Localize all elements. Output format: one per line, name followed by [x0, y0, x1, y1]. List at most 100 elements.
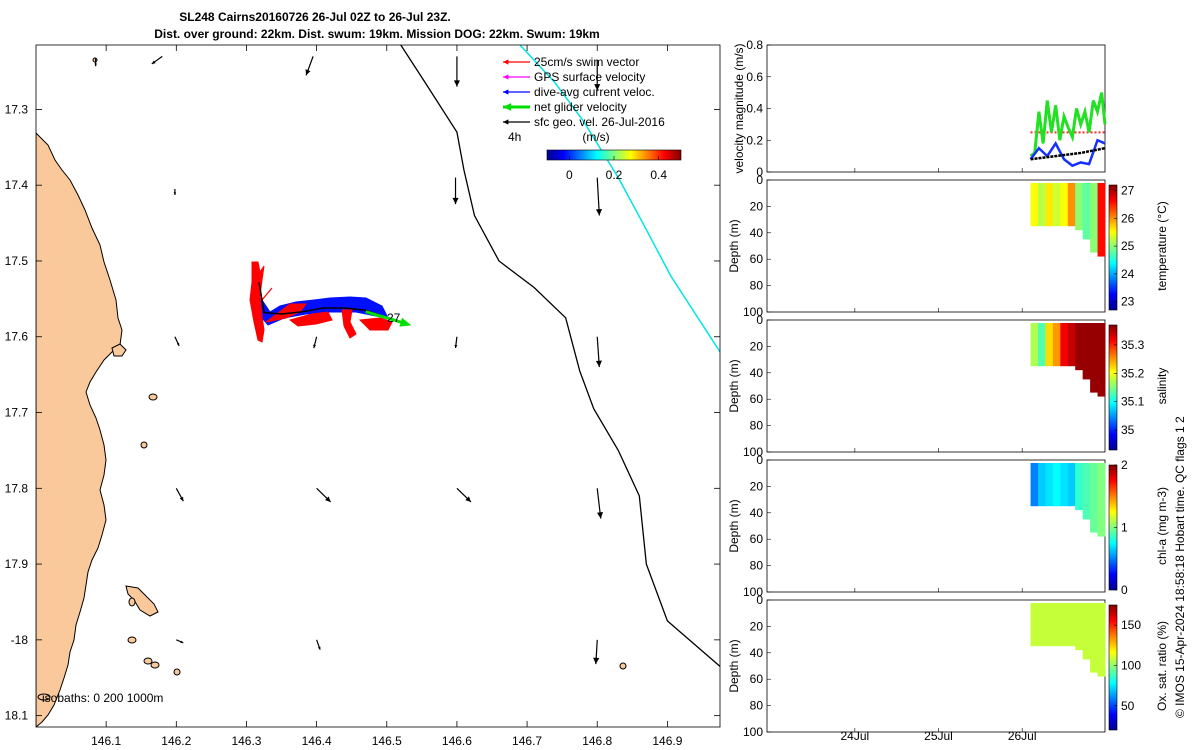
legend-arrow-3-head: [503, 103, 512, 111]
depth-panel-0-column-9: [1097, 183, 1106, 257]
legend-arrow-2-head: [503, 89, 509, 95]
colorbar-tick-label-1-1: 35.1: [1121, 395, 1145, 409]
depth-panel-0: 0 20 40 60 80 100 Depth (m) 23 24 25 26 27 temperatu…: [727, 173, 1169, 319]
depth-panel-3-column-9: [1097, 603, 1106, 677]
island-3: [148, 393, 158, 401]
geo-vector-14-head: [465, 496, 471, 502]
depth-panel-2-column-6: [1075, 463, 1084, 511]
geo-vector-6-head: [452, 197, 459, 205]
map-x-tick-label-4: 146.5: [372, 734, 402, 748]
depth-panel-2-column-0: [1030, 463, 1039, 507]
map-y-tick-label-6: 17.9: [5, 557, 29, 571]
depth-panel-3: 0 20 40 60 80 100 Depth (m) 50 100 150 Ox. sat. ra…: [727, 593, 1169, 739]
ts-x-tick-label-0: 24Jul: [841, 729, 870, 743]
depth-tick-label-3-0: 0: [756, 593, 763, 607]
depth-panel-0-column-7: [1082, 183, 1091, 240]
depth-panel-0-column-4: [1060, 183, 1069, 227]
depth-tick-label-2-0: 0: [756, 453, 763, 467]
colorbar-tick-label-3-1: 100: [1121, 658, 1141, 672]
depth-panel-0-column-5: [1067, 183, 1076, 227]
depth-tick-label-2-2: 40: [750, 506, 764, 520]
map-x-tick-label-5: 146.6: [442, 734, 472, 748]
depth-panel-0-column-6: [1075, 183, 1084, 231]
geo-vector-5-head: [173, 192, 177, 196]
depth-panel-3-column-8: [1090, 603, 1099, 673]
legend-arrow-1-head: [503, 74, 509, 80]
depth-panel-3-column-6: [1075, 603, 1084, 651]
depth-tick-label-3-3: 60: [750, 672, 764, 686]
depth-panel-3-column-2: [1045, 603, 1054, 647]
colorbar-tick-label-1-3: 35.3: [1121, 338, 1145, 352]
map-y-tick-label-3: 17.6: [5, 330, 29, 344]
depth-panel-2-column-9: [1097, 463, 1106, 537]
isobath-200m: [400, 45, 720, 667]
copyright-note: © IMOS 15-Apr-2024 18:58:18 Hobart time.…: [1173, 416, 1187, 718]
title-line-1: SL248 Cairns20160726 26-Jul 02Z to 26-Ju…: [179, 10, 450, 24]
island-8: [150, 661, 160, 669]
map-x-tick-label-2: 146.3: [231, 734, 261, 748]
depth-panel-1-column-9: [1097, 323, 1106, 397]
map-x-ticks: 146.1 146.2 146.3 146.4 146.5 146.6 146.7 146.8…: [91, 45, 683, 748]
depth-panel-1-column-7: [1082, 323, 1091, 380]
ts-x-tick-label-2: 26Jul: [1008, 729, 1037, 743]
colorbar-tick-label-0-4: 27: [1121, 184, 1135, 198]
colorbar-1: [1108, 324, 1118, 451]
swim-arrow: [261, 287, 273, 301]
geo-vector-15-head: [596, 511, 604, 519]
depth-panel-3-column-7: [1082, 603, 1091, 660]
net-glider-velocity-arrow: [365, 310, 406, 325]
legend-label-3: net glider velocity: [534, 100, 627, 114]
depth-panel-2-column-8: [1090, 463, 1099, 533]
depth-tick-label-2-5: 100: [743, 585, 763, 599]
depth-tick-label-0-2: 40: [750, 226, 764, 240]
colorbar-tick-label-2-0: 0: [1121, 583, 1128, 597]
colorbar-tick-label-1-0: 35: [1121, 423, 1135, 437]
geo-vector-7-shaft: [596, 177, 600, 216]
depth-tick-label-0-0: 0: [756, 173, 763, 187]
island-1: [125, 585, 159, 617]
speed-colorbar-tick-label-1: 0.2: [606, 168, 623, 182]
legend-label-2: dive-avg current veloc.: [534, 85, 655, 99]
depth-panel-1: 0 20 40 60 80 100 Depth (m) 35 35.1 35.2 35.3 salin…: [727, 313, 1169, 459]
depth-tick-label-1-0: 0: [756, 313, 763, 327]
depth-panel-1-column-2: [1045, 323, 1054, 367]
depth-tick-label-3-1: 20: [750, 619, 764, 633]
map-y-tick-label-5: 17.8: [5, 481, 29, 495]
map-panel: 27 146.1 146.2 146.3 146.4 146.5 146.6 146.7 14…: [5, 44, 721, 748]
colorbar-tick-label-0-2: 25: [1121, 239, 1135, 253]
depth-tick-label-0-5: 100: [743, 305, 763, 319]
depth-tick-label-0-3: 60: [750, 252, 764, 266]
speed-colorbar-tick-label-0: 0: [566, 168, 573, 182]
velocity-y-tick-label-0: 0: [756, 165, 763, 179]
island-12: [37, 693, 51, 701]
colorbar-label-3: Ox. sat. ratio (%): [1155, 621, 1169, 711]
colorbar-label-0: temperature (°C): [1155, 201, 1169, 291]
geo-vector-0-head: [94, 63, 97, 67]
depth-panel-1-column-8: [1090, 323, 1099, 393]
velocity-ylabel: velocity magnitude (m/s): [732, 43, 746, 173]
isobaths-label: isobaths: 0 200 1000m: [42, 691, 163, 705]
depth-tick-label-3-5: 100: [743, 725, 763, 739]
depth-panel-1-column-1: [1037, 323, 1046, 367]
map-y-tick-label-1: 17.4: [5, 178, 29, 192]
island-2: [111, 343, 127, 357]
map-x-tick-label-1: 146.2: [161, 734, 191, 748]
depth-panel-3-column-5: [1067, 603, 1076, 647]
depth-panel-3-column-0: [1030, 603, 1039, 647]
island-9: [173, 668, 181, 676]
depth-panel-2-column-7: [1082, 463, 1091, 520]
geo-vector-8-head: [176, 342, 180, 346]
depth-ylabel-2: Depth (m): [727, 499, 741, 552]
map-y-tick-label-7: -18: [11, 633, 29, 647]
map-y-tick-label-4: 17.7: [5, 406, 29, 420]
depth-tick-label-1-5: 100: [743, 445, 763, 459]
map-x-tick-label-6: 146.7: [512, 734, 542, 748]
isobath-1000m: [519, 45, 720, 353]
depth-panel-2-column-1: [1037, 463, 1046, 507]
depth-ylabel-1: Depth (m): [727, 359, 741, 412]
depth-panel-3-column-4: [1060, 603, 1069, 647]
depth-tick-label-0-1: 20: [750, 199, 764, 213]
depth-panel-1-column-5: [1067, 323, 1076, 367]
